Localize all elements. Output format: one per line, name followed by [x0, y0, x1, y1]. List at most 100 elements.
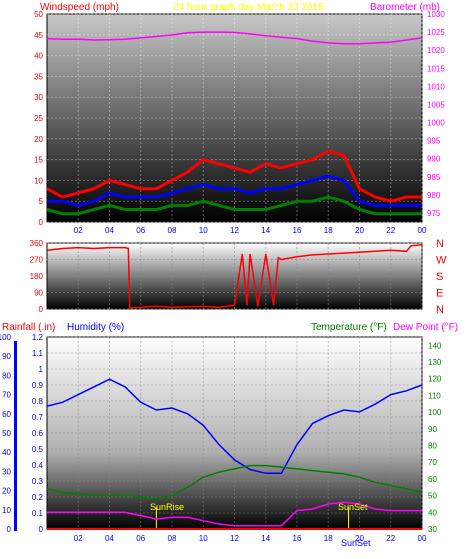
barometer-tick-label: 980	[427, 191, 441, 200]
humidity-tick-label: 50	[2, 429, 11, 438]
wind-tick-label: 35	[34, 72, 43, 81]
humidity-time-tick-label: 08	[168, 534, 177, 543]
temperature-tick-label: 30	[428, 525, 437, 534]
rainfall-label: Rainfall (.in)	[2, 322, 55, 333]
barometer-tick-label: 1010	[427, 82, 445, 91]
wind-time-tick-label: 02	[74, 226, 83, 235]
wind-tick-label: 20	[34, 135, 43, 144]
humidity-time-tick-label: 04	[105, 534, 114, 543]
rain-tick-label: 0	[39, 525, 44, 534]
direction-panel-series	[46, 244, 423, 309]
barometer-tick-label: 990	[427, 155, 441, 164]
barometer-tick-label: 985	[427, 173, 441, 182]
barometer-tick-label: 995	[427, 137, 441, 146]
series-low-line	[46, 195, 422, 216]
temperature-tick-label: 40	[428, 508, 437, 517]
wind-time-tick-label: 22	[386, 226, 395, 235]
wind-tick-label: 0	[39, 218, 44, 227]
rain-tick-label: 0.3	[32, 477, 44, 486]
barometer-axis-ticks: 975 980 985 990 995 1000 1005 1010 1015 1020 1025 1…	[427, 10, 445, 218]
humidity-time-tick-label: 18	[324, 534, 333, 543]
humidity-tick-label: 90	[2, 352, 11, 361]
temperature-tick-label: 50	[428, 492, 437, 501]
series-temperature-line	[46, 464, 423, 500]
humidity-tick-label: 0	[7, 525, 12, 534]
barometer-tick-label: 1005	[427, 100, 445, 109]
temperature-tick-label: 60	[428, 475, 437, 484]
wind-tick-label: 45	[34, 31, 43, 40]
direction-panel-grid	[47, 242, 423, 310]
sunset-annotation: SunSet	[338, 502, 368, 512]
wind-time-tick-label: 00	[418, 226, 427, 235]
temperature-tick-label: 110	[428, 391, 441, 400]
direction-tick-label: 180	[30, 272, 44, 281]
barometer-tick-label: 1015	[427, 64, 445, 73]
direction-axis-ticks: 0 90 180 270 360	[30, 239, 44, 314]
wind-tick-label: 10	[34, 176, 43, 185]
humidity-tick-label: 40	[2, 448, 11, 457]
wind-time-tick-label: 14	[261, 226, 270, 235]
series-pressure-line	[46, 31, 423, 45]
barometer-tick-label: 975	[427, 209, 441, 218]
humidity-panel-series	[46, 378, 423, 530]
rain-tick-label: 0.7	[32, 413, 44, 422]
humidity-tick-label: 10	[2, 506, 11, 515]
humidity-tick-label: 30	[2, 467, 11, 476]
wind-tick-label: 50	[34, 10, 43, 19]
rain-tick-label: 0.5	[32, 445, 44, 454]
rain-tick-label: 1	[39, 365, 44, 374]
rain-tick-label: 0.9	[32, 381, 44, 390]
series-gust-line	[46, 149, 422, 203]
wind-panel-series	[46, 31, 423, 216]
sunset-axis-annotation: SunSet	[341, 538, 371, 548]
series-dewpoint-line	[47, 501, 422, 527]
humidity-time-tick-label: 02	[74, 534, 83, 543]
wind-time-tick-label: 08	[168, 226, 177, 235]
dewpoint-label: Dew Point (°F)	[393, 322, 458, 333]
humidity-time-tick-label: 12	[230, 534, 239, 543]
temperature-label: Temperature (°F)	[311, 322, 387, 333]
wind-time-tick-label: 18	[324, 226, 333, 235]
rain-tick-label: 1.1	[32, 349, 44, 358]
temperature-tick-label: 140	[428, 341, 442, 350]
direction-tick-label: 270	[30, 256, 44, 265]
direction-tick-label: 0	[39, 305, 44, 314]
wind-tick-label: 15	[34, 156, 43, 165]
barometer-tick-label: 1000	[427, 119, 445, 128]
compass-label: S	[436, 271, 443, 283]
rain-tick-label: 1.2	[32, 333, 44, 342]
wind-axis-ticks: 0 5 10 15 20 25 30 35 40 45 50	[34, 10, 43, 227]
humidity-tick-label: 100	[0, 333, 12, 342]
humidity-time-tick-label: 14	[261, 534, 270, 543]
temperature-tick-label: 100	[428, 408, 442, 417]
wind-time-tick-label: 20	[355, 226, 364, 235]
wind-time-tick-label: 10	[199, 226, 208, 235]
rain-tick-label: 0.6	[32, 429, 44, 438]
humidity-time-tick-label: 06	[136, 534, 145, 543]
series-avg-line	[47, 174, 422, 207]
wind-tick-label: 30	[34, 93, 43, 102]
windspeed-label: Windspeed (mph)	[40, 2, 119, 13]
rain-axis-ticks: 0 0.1 0.2 0.3 0.4 0.5 0.6 0.7 0.8 0.9 1 1.1 1.2	[32, 333, 44, 534]
rain-tick-label: 0.8	[32, 397, 44, 406]
wind-tick-label: 25	[34, 114, 43, 123]
wind-tick-label: 40	[34, 52, 43, 61]
sunrise-annotation: SunRise	[150, 502, 184, 512]
graph-title: 24 hour graph day March 23 2018	[173, 2, 324, 13]
humidity-label: Humidity (%)	[67, 322, 124, 333]
wind-time-tick-label: 06	[136, 226, 145, 235]
wind-tick-label: 5	[39, 197, 44, 206]
direction-tick-label: 90	[34, 289, 43, 298]
humidity-time-tick-label: 16	[293, 534, 302, 543]
temperature-tick-label: 130	[428, 358, 442, 367]
temperature-tick-label: 70	[428, 458, 437, 467]
temperature-tick-label: 80	[428, 442, 437, 451]
compass-label: E	[436, 288, 443, 300]
wind-time-tick-label: 04	[105, 226, 114, 235]
temperature-tick-label: 90	[428, 425, 437, 434]
humidity-panel-grid	[47, 336, 423, 530]
rain-tick-label: 0.2	[32, 493, 44, 502]
temperature-axis-ticks: 30 40 50 60 70 80 90 100 110 120 130 140	[428, 341, 442, 534]
humidity-tick-label: 80	[2, 371, 11, 380]
